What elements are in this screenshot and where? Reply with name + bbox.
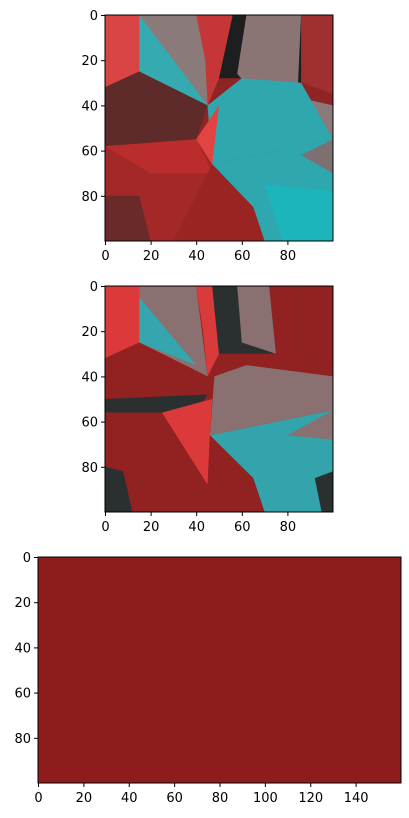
y-tick-label: 80 — [14, 732, 31, 747]
image-region-4 — [196, 15, 235, 106]
chart-panel-1: 0 20 40 60 80 0 20 40 60 80 — [81, 9, 334, 264]
x-tick-label: 60 — [166, 791, 183, 806]
axes-frame — [104, 14, 334, 242]
image-region-6 — [237, 286, 276, 354]
image-region-16 — [196, 435, 265, 512]
image-region-10 — [207, 78, 333, 165]
image-region-15 — [105, 466, 133, 512]
image-region-2 — [139, 286, 208, 377]
y-tick-label: 20 — [81, 54, 98, 69]
y-tick-label: 40 — [81, 99, 98, 114]
y-tick-label: 0 — [90, 9, 98, 24]
x-tick-label: 0 — [34, 791, 42, 806]
y-tick-label: 0 — [90, 280, 98, 295]
x-tick-label: 20 — [143, 520, 160, 535]
image-region-3 — [139, 297, 197, 366]
x-tick-label: 20 — [76, 791, 93, 806]
y-tick-label: 20 — [81, 325, 98, 340]
y-tick-label: 40 — [14, 641, 31, 656]
x-tick-label: 60 — [234, 520, 251, 535]
x-tick-label: 40 — [121, 791, 138, 806]
y-tick-label: 60 — [14, 687, 31, 702]
x-tick-label: 0 — [101, 520, 109, 535]
y-tick-label: 80 — [81, 190, 98, 205]
image-content — [105, 286, 333, 512]
image-region-7 — [298, 286, 333, 366]
image-region-16 — [173, 164, 265, 241]
image-region-17 — [105, 195, 151, 241]
image-region-4 — [196, 286, 219, 377]
image-fill — [38, 557, 401, 783]
image-region-18 — [301, 139, 333, 174]
image-region-17 — [287, 410, 333, 440]
chart-panel-3: 0 20 40 60 80 100 120 140 0 20 40 60 80 — [14, 551, 402, 806]
y-tick-label: 60 — [81, 145, 98, 160]
image-region-3 — [139, 15, 208, 106]
image-region-14 — [105, 412, 208, 512]
chart-panel-2: 0 20 40 60 80 0 20 40 60 80 — [81, 280, 334, 535]
image-content — [105, 15, 333, 241]
image-region-7 — [301, 15, 333, 95]
image-region-1 — [105, 286, 140, 359]
image-region-15 — [264, 184, 333, 241]
x-tick-label: 100 — [253, 791, 278, 806]
image-content — [38, 557, 401, 783]
y-tick-label: 60 — [81, 416, 98, 431]
image-region-13 — [162, 399, 213, 485]
x-tick-label: 120 — [298, 791, 323, 806]
image-region-8 — [105, 71, 208, 147]
image-region-1 — [105, 15, 140, 88]
x-tick-label: 60 — [234, 249, 251, 264]
x-tick-label: 80 — [212, 791, 229, 806]
y-tick-label: 20 — [14, 596, 31, 611]
x-tick-label: 0 — [101, 249, 109, 264]
image-region-11 — [209, 365, 333, 436]
x-tick-label: 40 — [188, 520, 205, 535]
y-tick-label: 40 — [81, 370, 98, 385]
y-tick-label: 80 — [81, 461, 98, 476]
y-tick-label: 0 — [23, 551, 31, 566]
x-tick-label: 20 — [143, 249, 160, 264]
image-region-8 — [269, 286, 299, 354]
image-region-18 — [314, 471, 333, 512]
x-tick-label: 40 — [188, 249, 205, 264]
axes-frame — [104, 285, 334, 513]
x-tick-label: 140 — [344, 791, 369, 806]
image-region-13 — [105, 139, 213, 174]
image-region-9 — [105, 342, 208, 404]
x-tick-label: 80 — [280, 249, 297, 264]
x-tick-label: 80 — [280, 520, 297, 535]
